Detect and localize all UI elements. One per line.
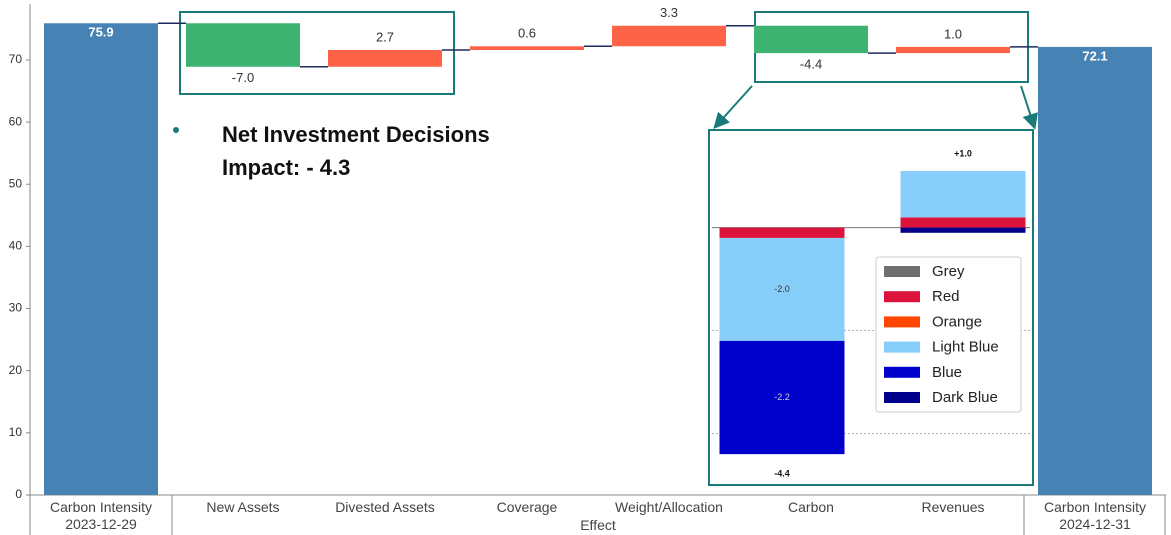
y-tick-label: 30 xyxy=(9,301,23,315)
y-tick-label: 50 xyxy=(9,176,23,190)
x-tick-label: New Assets xyxy=(206,499,280,515)
y-tick-label: 40 xyxy=(9,239,23,253)
legend-label: Red xyxy=(932,288,960,305)
x-tick-label: Carbon Intensity 2023-12-29 xyxy=(50,499,152,532)
segment-label: -2.2 xyxy=(774,392,790,402)
legend-swatch xyxy=(884,366,920,378)
total-label: -4.4 xyxy=(774,468,790,478)
legend-swatch xyxy=(884,341,920,353)
bar xyxy=(328,49,442,67)
y-tick-label: 60 xyxy=(9,114,23,128)
bar-segment xyxy=(719,340,845,455)
x-tick-label: Carbon xyxy=(788,499,834,515)
y-tick-label: 10 xyxy=(9,425,23,439)
segment-label: -2.0 xyxy=(774,284,790,294)
legend-label: Orange xyxy=(932,313,982,330)
x-axis-label: Effect xyxy=(580,517,616,533)
group-box xyxy=(179,11,455,95)
legend-label: Light Blue xyxy=(932,339,999,356)
y-tick-label: 20 xyxy=(9,363,23,377)
bar xyxy=(470,46,584,50)
x-tick-label: Coverage xyxy=(496,499,558,515)
bar xyxy=(186,23,300,67)
value-label: 3.3 xyxy=(660,5,678,20)
arrow xyxy=(713,85,753,129)
x-tick-label: Revenues xyxy=(921,499,985,515)
bar-segment xyxy=(900,171,1026,218)
x-tick-label: Divested Assets xyxy=(335,499,435,515)
bar xyxy=(896,46,1010,54)
bar xyxy=(44,23,158,495)
value-label: -7.0 xyxy=(232,70,254,85)
legend-swatch xyxy=(884,266,920,277)
bar xyxy=(612,25,726,47)
bar-segment xyxy=(900,227,1026,233)
bar-segment xyxy=(719,227,845,238)
annotation: Net Investment Decisions Impact: - 4.3 xyxy=(222,122,490,180)
value-label: 1.0 xyxy=(944,26,962,41)
legend-label: Grey xyxy=(932,263,965,280)
value-label: 75.9 xyxy=(88,25,113,40)
bar xyxy=(1038,46,1152,495)
bar-segment xyxy=(900,217,1026,228)
legend-swatch xyxy=(884,316,920,328)
value-label: 72.1 xyxy=(1082,48,1107,63)
value-label: 2.7 xyxy=(376,29,394,44)
legend-swatch xyxy=(884,291,920,303)
legend-label: Blue xyxy=(932,364,962,381)
legend-swatch xyxy=(884,392,920,403)
bar xyxy=(754,25,868,54)
y-tick-label: 70 xyxy=(9,52,23,66)
bar-segment xyxy=(719,237,845,341)
total-label: +1.0 xyxy=(954,149,972,159)
legend-label: Dark Blue xyxy=(932,389,998,406)
x-tick-label: Weight/Allocation xyxy=(615,499,723,515)
bullet xyxy=(173,127,179,133)
arrow xyxy=(1020,85,1038,130)
value-label: -4.4 xyxy=(800,57,822,72)
y-tick-label: 0 xyxy=(15,487,22,501)
x-tick-label: Carbon Intensity 2024-12-31 xyxy=(1044,499,1146,532)
value-label: 0.6 xyxy=(518,26,536,41)
